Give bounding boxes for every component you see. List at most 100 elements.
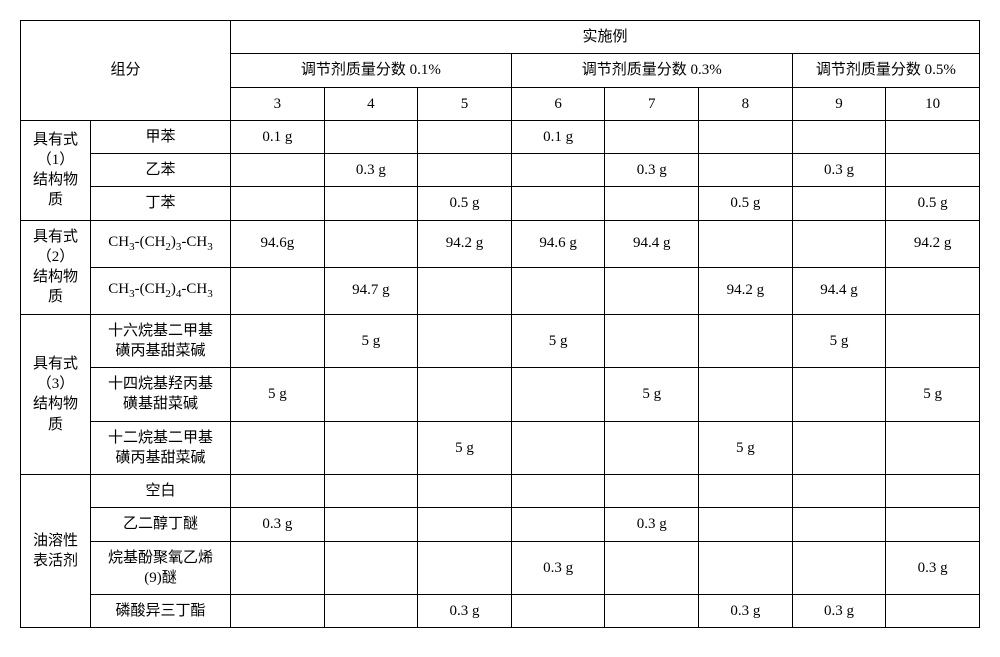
table-row: 烷基酚聚氧乙烯(9)醚0.3 g0.3 g bbox=[21, 541, 980, 595]
value-cell: 0.3 g bbox=[792, 595, 886, 628]
value-cell bbox=[511, 267, 605, 314]
substance-name: CH3-(CH2)3-CH3 bbox=[91, 220, 231, 267]
value-cell bbox=[792, 220, 886, 267]
value-cell bbox=[324, 508, 418, 541]
value-cell bbox=[792, 368, 886, 422]
substance-name: 甲苯 bbox=[91, 120, 231, 153]
substance-name: 烷基酚聚氧乙烯(9)醚 bbox=[91, 541, 231, 595]
value-cell bbox=[324, 187, 418, 220]
value-cell bbox=[792, 187, 886, 220]
value-cell: 5 g bbox=[699, 421, 793, 475]
col-num: 8 bbox=[699, 87, 793, 120]
value-cell bbox=[605, 314, 699, 368]
substance-name: 十六烷基二甲基磺丙基甜菜碱 bbox=[91, 314, 231, 368]
value-cell bbox=[792, 508, 886, 541]
value-cell: 0.3 g bbox=[886, 541, 980, 595]
group-label: 具有式（1）结构物质 bbox=[21, 120, 91, 220]
value-cell bbox=[605, 595, 699, 628]
value-cell: 0.3 g bbox=[605, 508, 699, 541]
value-cell: 94.4 g bbox=[605, 220, 699, 267]
value-cell bbox=[324, 541, 418, 595]
table-row: 十四烷基羟丙基磺基甜菜碱5 g5 g5 g bbox=[21, 368, 980, 422]
value-cell bbox=[511, 154, 605, 187]
value-cell: 0.1 g bbox=[231, 120, 325, 153]
value-cell bbox=[605, 187, 699, 220]
value-cell bbox=[231, 267, 325, 314]
value-cell: 0.5 g bbox=[699, 187, 793, 220]
value-cell bbox=[605, 120, 699, 153]
col-num: 9 bbox=[792, 87, 886, 120]
value-cell bbox=[418, 267, 512, 314]
value-cell bbox=[231, 475, 325, 508]
value-cell: 5 g bbox=[511, 314, 605, 368]
value-cell: 0.3 g bbox=[792, 154, 886, 187]
value-cell bbox=[418, 314, 512, 368]
value-cell: 5 g bbox=[418, 421, 512, 475]
value-cell bbox=[605, 267, 699, 314]
substance-name: CH3-(CH2)4-CH3 bbox=[91, 267, 231, 314]
header-example: 实施例 bbox=[231, 21, 980, 54]
value-cell bbox=[418, 541, 512, 595]
value-cell bbox=[231, 314, 325, 368]
value-cell bbox=[886, 508, 980, 541]
value-cell bbox=[699, 220, 793, 267]
value-cell bbox=[511, 421, 605, 475]
col-num: 5 bbox=[418, 87, 512, 120]
value-cell bbox=[699, 314, 793, 368]
value-cell: 0.3 g bbox=[324, 154, 418, 187]
value-cell bbox=[511, 187, 605, 220]
value-cell bbox=[792, 541, 886, 595]
substance-name: 十二烷基二甲基磺丙基甜菜碱 bbox=[91, 421, 231, 475]
value-cell bbox=[792, 475, 886, 508]
value-cell bbox=[418, 368, 512, 422]
value-cell: 94.2 g bbox=[699, 267, 793, 314]
value-cell bbox=[886, 154, 980, 187]
value-cell bbox=[231, 187, 325, 220]
header-component: 组分 bbox=[21, 21, 231, 121]
value-cell bbox=[699, 368, 793, 422]
value-cell bbox=[324, 475, 418, 508]
mass-fraction-0: 调节剂质量分数 0.1% bbox=[231, 54, 512, 87]
value-cell bbox=[605, 475, 699, 508]
col-num: 4 bbox=[324, 87, 418, 120]
table-row: 十二烷基二甲基磺丙基甜菜碱 5 g 5 g bbox=[21, 421, 980, 475]
value-cell bbox=[605, 421, 699, 475]
value-cell: 0.5 g bbox=[886, 187, 980, 220]
value-cell bbox=[511, 368, 605, 422]
value-cell bbox=[886, 421, 980, 475]
value-cell bbox=[886, 267, 980, 314]
value-cell: 5 g bbox=[605, 368, 699, 422]
value-cell bbox=[324, 421, 418, 475]
substance-name: 磷酸异三丁酯 bbox=[91, 595, 231, 628]
value-cell bbox=[231, 421, 325, 475]
value-cell bbox=[886, 314, 980, 368]
substance-name: 空白 bbox=[91, 475, 231, 508]
value-cell bbox=[231, 154, 325, 187]
substance-name: 乙二醇丁醚 bbox=[91, 508, 231, 541]
value-cell bbox=[792, 421, 886, 475]
table-row: 乙苯0.3 g0.3 g0.3 g bbox=[21, 154, 980, 187]
value-cell: 0.5 g bbox=[418, 187, 512, 220]
table-row: 具有式（3）结构物质十六烷基二甲基磺丙基甜菜碱5 g5 g5 g bbox=[21, 314, 980, 368]
value-cell: 5 g bbox=[792, 314, 886, 368]
col-num: 7 bbox=[605, 87, 699, 120]
value-cell: 94.4 g bbox=[792, 267, 886, 314]
value-cell bbox=[699, 508, 793, 541]
substance-name: 十四烷基羟丙基磺基甜菜碱 bbox=[91, 368, 231, 422]
group-label: 具有式（2）结构物质 bbox=[21, 220, 91, 314]
value-cell: 0.3 g bbox=[418, 595, 512, 628]
group-label: 具有式（3）结构物质 bbox=[21, 314, 91, 475]
value-cell bbox=[699, 541, 793, 595]
col-num: 10 bbox=[886, 87, 980, 120]
mass-fraction-1: 调节剂质量分数 0.3% bbox=[511, 54, 792, 87]
substance-name: 丁苯 bbox=[91, 187, 231, 220]
value-cell: 5 g bbox=[324, 314, 418, 368]
value-cell bbox=[886, 120, 980, 153]
group-label: 油溶性表活剂 bbox=[21, 475, 91, 628]
value-cell bbox=[699, 154, 793, 187]
value-cell bbox=[231, 541, 325, 595]
value-cell: 0.1 g bbox=[511, 120, 605, 153]
table-row: 磷酸异三丁酯0.3 g0.3 g0.3 g bbox=[21, 595, 980, 628]
value-cell bbox=[605, 541, 699, 595]
table-row: 丁苯 0.5 g 0.5 g 0.5 g bbox=[21, 187, 980, 220]
